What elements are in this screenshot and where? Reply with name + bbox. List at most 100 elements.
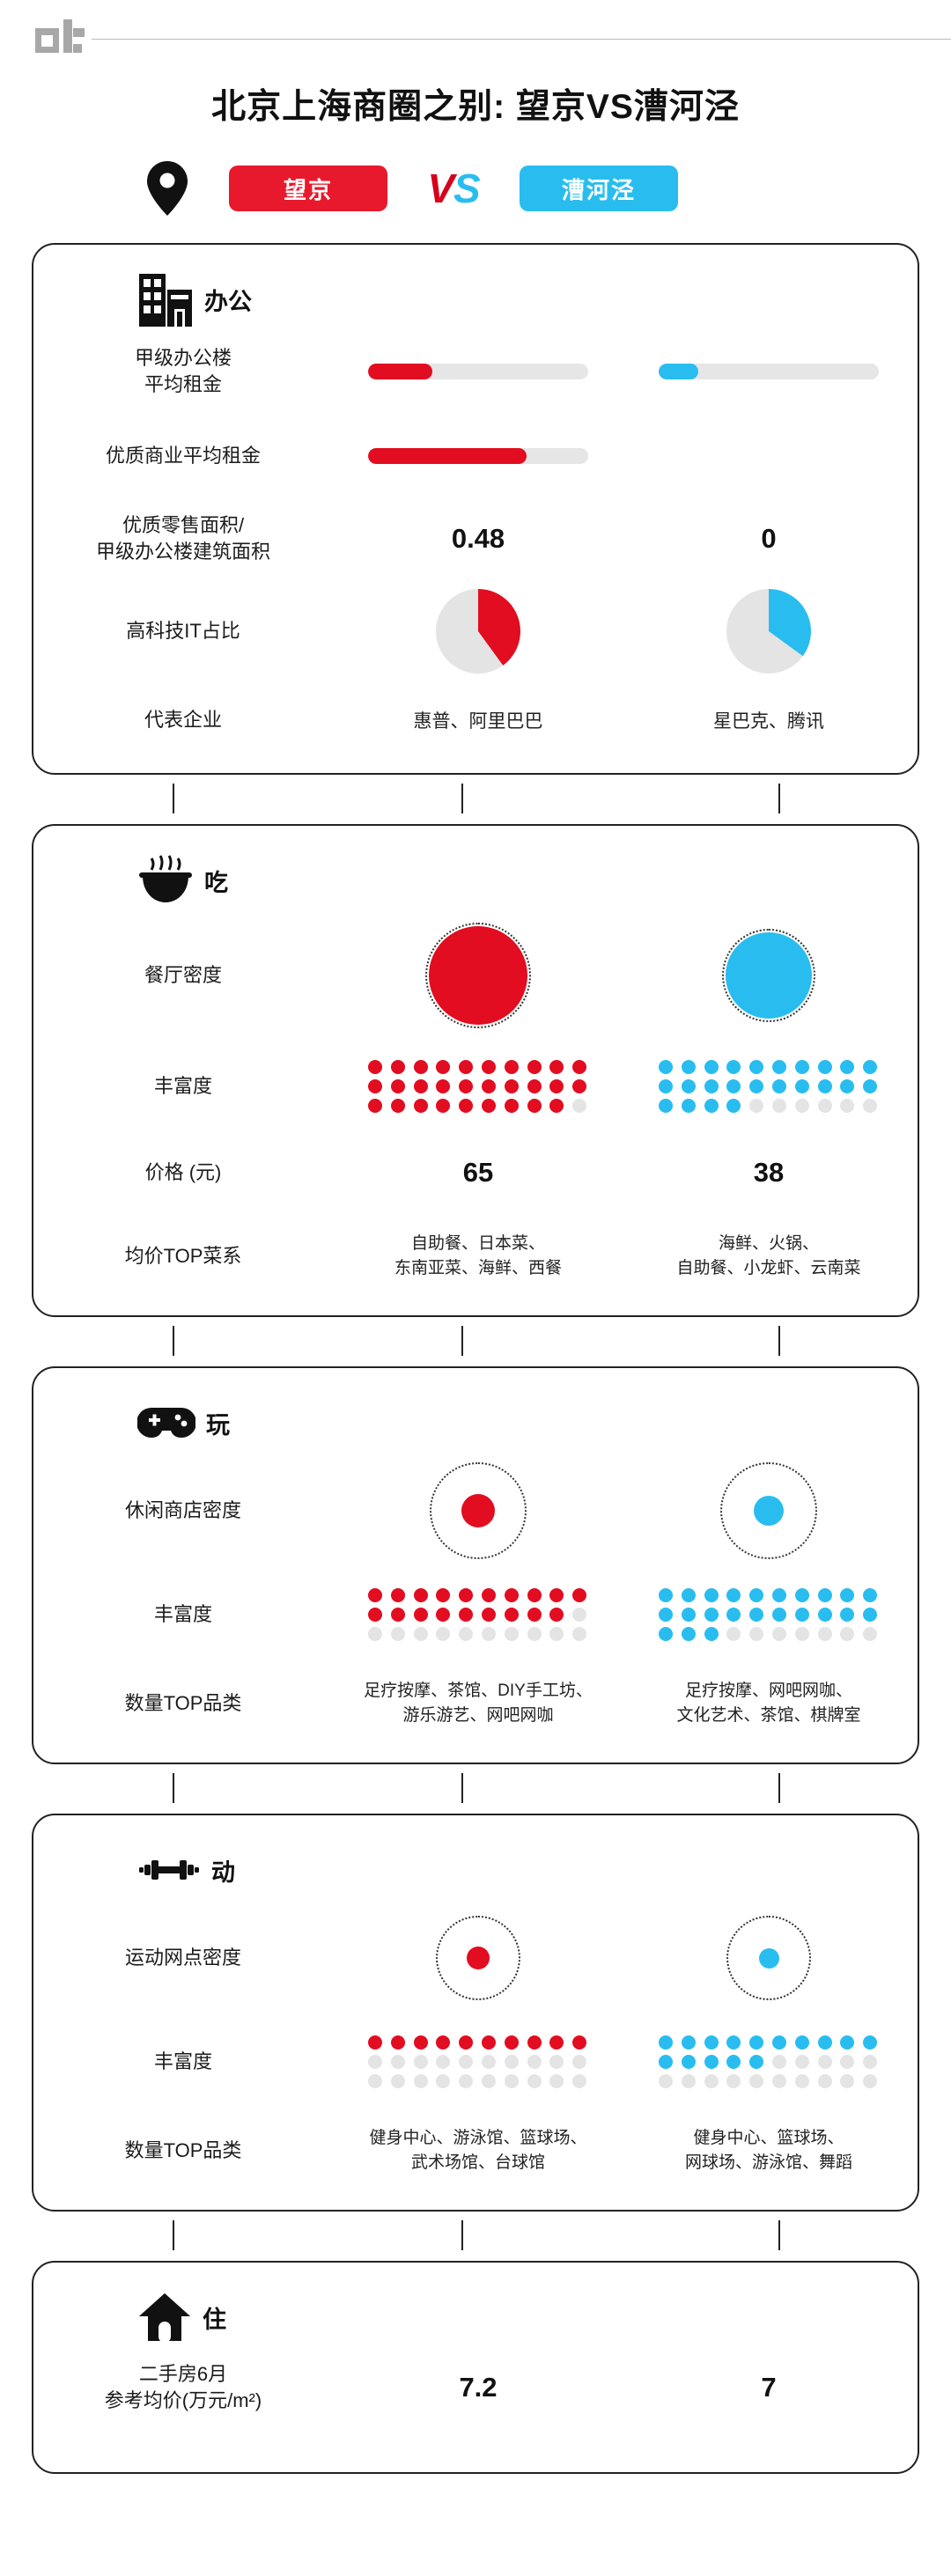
data-row: 高科技IT占比 (33, 579, 918, 683)
dot (840, 1060, 855, 1074)
dot (549, 1079, 564, 1093)
badge-caohejing[interactable]: 漕河泾 (520, 166, 678, 211)
dot (726, 1060, 741, 1074)
dot (572, 1627, 587, 1641)
dot (863, 1099, 878, 1113)
list-text-line: 足疗按摩、网吧网咖、 (684, 1682, 852, 1701)
value-cell: 0 (623, 523, 914, 555)
dot (659, 2055, 673, 2069)
dot-matrix (659, 2035, 879, 2088)
card-header-live: 住 (33, 2271, 918, 2347)
dot (840, 1627, 855, 1641)
dot (459, 1608, 474, 1622)
dot (794, 2074, 809, 2088)
badge-wangjing[interactable]: 望京 (229, 166, 387, 211)
dot (659, 2074, 673, 2088)
connector-line (461, 2220, 463, 2250)
density-ring (436, 1916, 520, 2000)
dot (527, 1588, 542, 1602)
dot (504, 1099, 519, 1113)
plain-text: 惠普、阿里巴巴 (413, 711, 543, 732)
dot (572, 2035, 587, 2050)
dot (436, 2035, 451, 2050)
list-cell: 健身中心、篮球场、 网球场、游泳馆、舞蹈 (623, 2126, 914, 2175)
dot (863, 1060, 878, 1074)
dot (481, 1608, 496, 1622)
value-cell: 7 (623, 2372, 914, 2403)
dot (817, 2074, 832, 2088)
dot (749, 2055, 764, 2069)
vs-v: V (427, 166, 454, 211)
versus-header: 望京 VS 漕河泾 (0, 153, 951, 224)
dot (749, 1099, 764, 1113)
dot (863, 1608, 878, 1622)
list-text-line: 自助餐、小龙虾、云南菜 (676, 1259, 861, 1277)
dot (794, 1079, 809, 1093)
connector-line (778, 1773, 780, 1803)
dot (771, 2055, 786, 2069)
dot (504, 1060, 519, 1074)
dot (749, 1079, 764, 1093)
dot (659, 1588, 673, 1602)
dot (459, 1079, 474, 1093)
dot (771, 1099, 786, 1113)
bar-fill-red (368, 364, 432, 379)
circle-cell (333, 923, 623, 1028)
dot (659, 2035, 673, 2050)
row-label-line: 二手房6月 (138, 2363, 228, 2386)
dot (794, 1627, 809, 1641)
card-sport: 动运动网点密度 丰富度 数量TOP品类 健身中心、游泳馆、篮球场、 武术场馆、台球馆 健身… (32, 1814, 919, 2212)
dot (527, 2035, 542, 2050)
density-ring (720, 1462, 817, 1559)
bar-fill-cyan (659, 364, 698, 379)
dot (681, 1588, 696, 1602)
text-cell: 惠普、阿里巴巴 (333, 707, 623, 733)
dot (527, 1060, 542, 1074)
list-text-line: 武术场馆、台球馆 (410, 2153, 545, 2172)
value-number: 0 (761, 523, 777, 554)
dot (436, 2055, 451, 2069)
dot (681, 2074, 696, 2088)
density-ring (726, 1916, 811, 2000)
dot (459, 2055, 474, 2069)
card-office: 办公 甲级办公楼 平均租金 优质商业平均租金 优质零售面积/甲级办公楼建筑面积 0.48 0… (32, 243, 919, 775)
row-label-line: 丰富度 (153, 2050, 212, 2073)
dot (863, 1588, 878, 1602)
dot (681, 2055, 696, 2069)
dot (390, 1588, 405, 1602)
dot (504, 1608, 519, 1622)
dot (817, 1608, 832, 1622)
dot (504, 2055, 519, 2069)
density-ring (430, 1462, 527, 1559)
brand-bar (0, 0, 951, 63)
value-number: 65 (462, 1157, 494, 1188)
bar-track (368, 364, 588, 379)
dot (659, 1627, 673, 1641)
dot (863, 1627, 878, 1641)
dot (390, 1608, 405, 1622)
dot (572, 2074, 587, 2088)
dot (794, 1060, 809, 1074)
data-row: 丰富度 (33, 1569, 918, 1660)
data-row: 二手房6月 参考均价(万元/m²) 7.2 7 (33, 2347, 918, 2428)
dot (840, 1608, 855, 1622)
density-circle (726, 932, 812, 1019)
dot (390, 1060, 405, 1074)
dot (413, 2074, 428, 2088)
row-label: 数量TOP品类 (33, 2138, 333, 2164)
circle-cell (623, 929, 914, 1022)
text-cell: 星巴克、腾讯 (623, 707, 914, 733)
card-section-label: 动 (211, 1858, 235, 1886)
dot (704, 1079, 719, 1093)
dot (817, 1588, 832, 1602)
dot (817, 2055, 832, 2069)
dot (817, 1060, 832, 1074)
dot (527, 1079, 542, 1093)
dot (794, 2055, 809, 2069)
dot (368, 1627, 382, 1641)
row-label-line: 休闲商店密度 (124, 1499, 241, 1522)
connector-line (778, 1326, 780, 1356)
value-cell: 38 (623, 1157, 914, 1189)
row-label: 丰富度 (33, 2049, 333, 2075)
dot (681, 1099, 696, 1113)
